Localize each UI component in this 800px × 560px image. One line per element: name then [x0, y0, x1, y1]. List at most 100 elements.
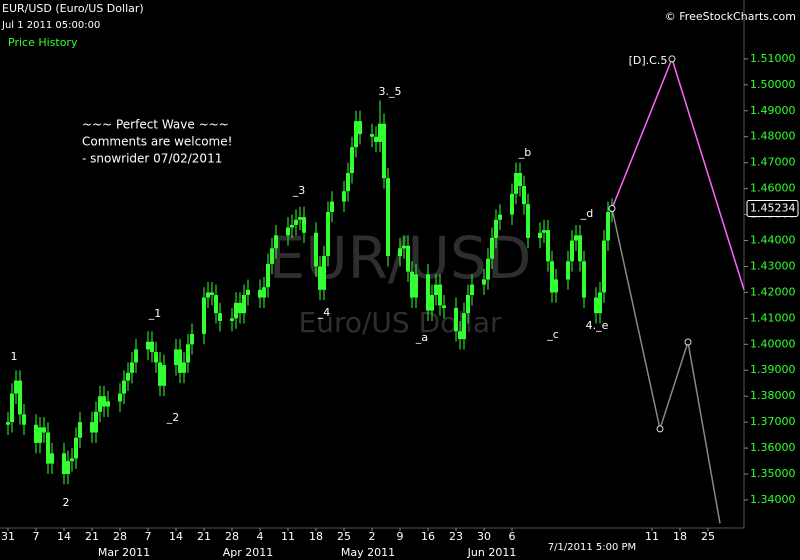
candle-body — [458, 331, 462, 340]
candle-body — [374, 136, 378, 142]
candle-body — [146, 341, 150, 350]
candle-body — [602, 240, 606, 293]
x-tick-label: 28 — [113, 530, 127, 543]
source: © FreeStockCharts.com — [665, 10, 796, 23]
candle-body — [486, 258, 490, 280]
projection-start — [608, 205, 616, 213]
candle-body — [326, 211, 330, 257]
candle-body — [386, 178, 390, 257]
x-tick-label: 25 — [337, 530, 351, 543]
last-price-box — [746, 200, 799, 218]
last-price-label: 1.45234 — [750, 202, 796, 215]
candle-body — [526, 204, 530, 238]
y-tick-label: 1.42000 — [750, 285, 796, 298]
candle-body — [454, 307, 458, 332]
x-tick-label: 9 — [397, 530, 404, 543]
candle-body — [118, 393, 122, 402]
wave-label: 1 — [11, 350, 18, 363]
candle-body — [98, 396, 102, 412]
wave-label: _d — [580, 207, 593, 220]
candle-body — [94, 411, 98, 433]
candle-body — [498, 214, 502, 220]
wave-label: _4 — [317, 306, 331, 319]
wave-label: _3 — [292, 184, 306, 197]
x-tick-label: 23 — [449, 530, 463, 543]
candle-body — [410, 271, 414, 298]
x-tick-label: 31 — [1, 530, 15, 543]
month-label: Apr 2011 — [223, 546, 274, 559]
candle-body — [174, 349, 178, 366]
candle-body — [122, 380, 126, 394]
candle-body — [350, 147, 354, 174]
wave-label: 2 — [63, 496, 70, 509]
candle-body — [354, 121, 358, 148]
candle-body — [74, 437, 78, 459]
candle-body — [322, 256, 326, 290]
y-tick-label: 1.36000 — [750, 441, 796, 454]
candle-body — [10, 393, 14, 423]
candle-body — [430, 295, 434, 311]
candle-body — [162, 365, 166, 386]
y-tick-label: 1.48000 — [750, 130, 796, 143]
x-tick-label: 7 — [33, 530, 40, 543]
candle-body — [382, 123, 386, 179]
y-tick-label: 1.49000 — [750, 104, 796, 117]
candle-body — [274, 235, 278, 249]
y-tick-label: 1.38000 — [750, 389, 796, 402]
candle-body — [426, 274, 430, 311]
candle-body — [262, 287, 266, 298]
candle-body — [378, 123, 382, 142]
candle-body — [246, 289, 250, 296]
candle-body — [22, 414, 26, 425]
candle-body — [566, 261, 570, 280]
wave-label: _1 — [148, 307, 162, 320]
chart-title: EUR/USD (Euro/US Dollar) — [2, 2, 144, 15]
candle-body — [438, 284, 442, 306]
candle-body — [266, 263, 270, 288]
candle-body — [514, 173, 518, 194]
y-tick-label: 1.40000 — [750, 337, 796, 350]
candle-body — [62, 453, 66, 475]
candle-body — [358, 121, 362, 135]
x-tick-label: 11 — [645, 530, 659, 543]
candle-body — [218, 313, 222, 321]
candle-body — [314, 232, 318, 267]
candle-body — [190, 333, 194, 345]
chart-subtitle: Jul 1 2011 05:00:00 — [1, 20, 100, 31]
candle-body — [554, 279, 558, 293]
y-tick-label: 1.43000 — [750, 259, 796, 272]
candle-body — [270, 248, 274, 264]
candle-body — [102, 396, 106, 407]
candle-body — [482, 279, 486, 285]
x-tick-label: 11 — [281, 530, 295, 543]
projection-point — [684, 338, 692, 346]
candle-body — [594, 297, 598, 314]
x-tick-label: 18 — [309, 530, 323, 543]
candle-body — [42, 427, 46, 433]
candle-body — [90, 422, 94, 433]
candle-body — [542, 230, 546, 233]
projection-point — [668, 55, 676, 63]
x-tick-label: 21 — [197, 530, 211, 543]
candle-body — [414, 274, 418, 298]
candle-body — [402, 245, 406, 249]
projection-line — [611, 208, 721, 524]
y-tick-label: 1.37000 — [750, 415, 796, 428]
wave-label: 4._e — [586, 319, 609, 332]
month-label: Jun 2011 — [467, 546, 517, 559]
y-tick-label: 1.47000 — [750, 156, 796, 169]
comment-line: ~~~ Perfect Wave ~~~ — [82, 118, 229, 132]
candle-body — [38, 427, 42, 443]
candle-body — [178, 349, 182, 373]
wave-label: _c — [546, 328, 559, 341]
x-tick-label: 21 — [85, 530, 99, 543]
month-label: May 2011 — [341, 546, 395, 559]
candle-body — [230, 318, 234, 321]
candle-body — [34, 424, 38, 443]
candle-body — [302, 217, 306, 233]
candle-body — [598, 292, 602, 314]
candle-body — [286, 227, 290, 236]
candle-body — [214, 295, 218, 314]
